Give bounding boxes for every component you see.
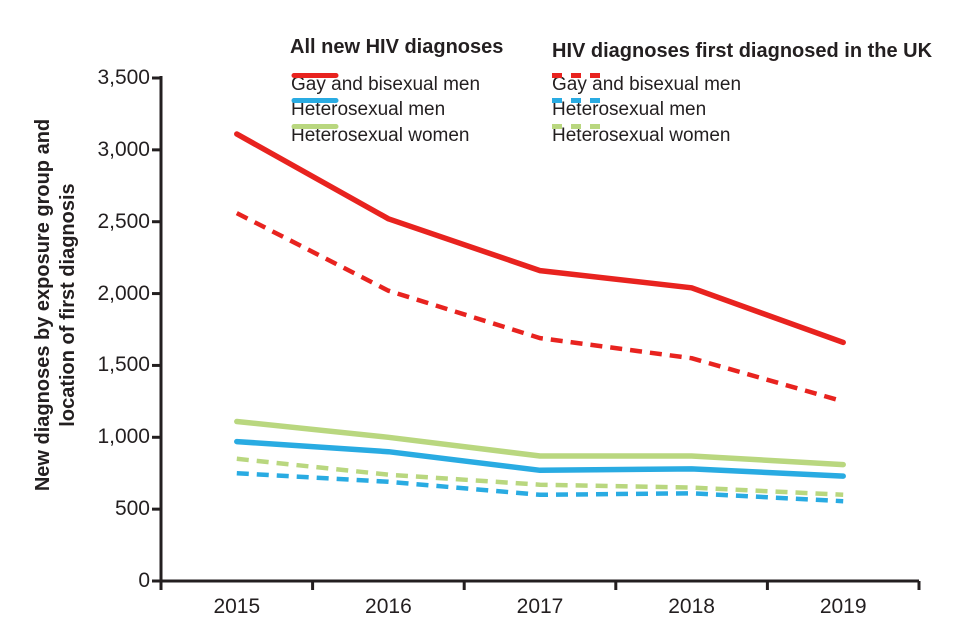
y-tick-label: 2,500 — [97, 209, 150, 233]
legend-item-label: Gay and bisexual men — [291, 73, 481, 95]
y-tick-label: 3,500 — [97, 66, 150, 89]
legend-item-uk-heterosexual-men: Heterosexual men — [552, 97, 706, 122]
y-tick-label: 0 — [138, 569, 150, 592]
x-tick-label: 2019 — [819, 595, 867, 618]
x-tick-label: 2015 — [213, 595, 261, 618]
legend-item-all-heterosexual-women: Heterosexual women — [291, 123, 469, 148]
legend-item-all-gay-bisexual-men: Gay and bisexual men — [291, 72, 480, 97]
series-line-0 — [234, 131, 846, 346]
series-line-4 — [236, 470, 844, 504]
y-axis-title-line-1: New diagnoses by exposure group and — [32, 118, 54, 492]
dashed-green-line-swatch-icon — [552, 124, 600, 129]
x-tick-label: 2016 — [365, 595, 412, 618]
series-line-3 — [235, 211, 844, 404]
legend-header-all-new-diagnoses: All new HIV diagnoses — [290, 36, 504, 58]
legend-item-uk-heterosexual-women: Heterosexual women — [552, 123, 730, 148]
solid-green-line-swatch-icon — [291, 124, 339, 129]
dashed-blue-line-swatch-icon — [552, 98, 600, 103]
legend-item-label: Heterosexual men — [291, 98, 446, 120]
series-line-2 — [234, 418, 846, 468]
legend-item-label: Heterosexual women — [291, 124, 470, 146]
legend-item-label: Heterosexual women — [552, 124, 731, 146]
dashed-red-line-swatch-icon — [552, 73, 600, 78]
y-tick-label: 500 — [114, 497, 150, 521]
series-line-1 — [234, 438, 846, 479]
legend-header-uk-diagnosed: HIV diagnoses first diagnosed in the UK — [552, 40, 933, 62]
y-tick-label: 2,000 — [97, 281, 150, 305]
y-tick-label: 3,000 — [97, 137, 150, 161]
legend-item-uk-gay-bisexual-men: Gay and bisexual men — [552, 72, 741, 97]
y-tick-label: 1,500 — [97, 353, 150, 377]
legend-item-all-heterosexual-men: Heterosexual men — [291, 97, 445, 122]
series-line-5 — [236, 456, 844, 498]
y-tick-label: 1,000 — [97, 425, 150, 449]
solid-red-line-swatch-icon — [291, 73, 339, 78]
legend-item-label: Gay and bisexual men — [552, 73, 742, 95]
solid-blue-line-swatch-icon — [291, 98, 339, 103]
x-tick-label: 2017 — [516, 595, 564, 618]
x-tick-label: 2018 — [668, 595, 715, 618]
legend-item-label: Heterosexual men — [552, 98, 707, 120]
